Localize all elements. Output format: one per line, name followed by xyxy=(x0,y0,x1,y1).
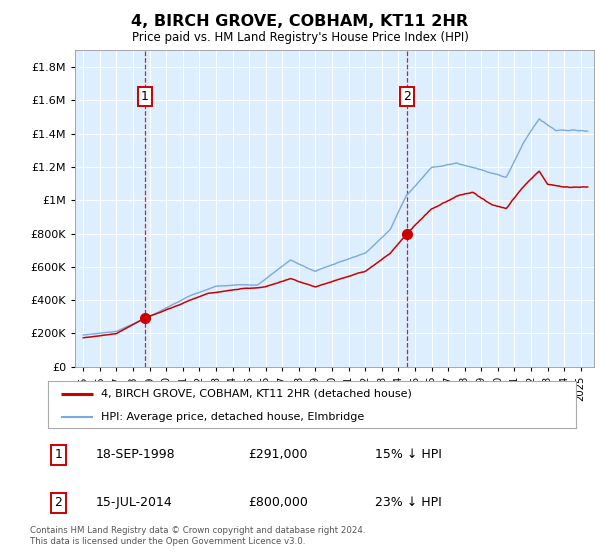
Text: 4, BIRCH GROVE, COBHAM, KT11 2HR (detached house): 4, BIRCH GROVE, COBHAM, KT11 2HR (detach… xyxy=(101,389,412,399)
Text: 23% ↓ HPI: 23% ↓ HPI xyxy=(376,497,442,510)
Text: 15-JUL-2014: 15-JUL-2014 xyxy=(95,497,172,510)
Text: 15% ↓ HPI: 15% ↓ HPI xyxy=(376,448,442,461)
Text: HPI: Average price, detached house, Elmbridge: HPI: Average price, detached house, Elmb… xyxy=(101,412,364,422)
Text: 4, BIRCH GROVE, COBHAM, KT11 2HR: 4, BIRCH GROVE, COBHAM, KT11 2HR xyxy=(131,14,469,29)
Text: Contains HM Land Registry data © Crown copyright and database right 2024.
This d: Contains HM Land Registry data © Crown c… xyxy=(30,526,365,546)
Text: £800,000: £800,000 xyxy=(248,497,308,510)
Text: 1: 1 xyxy=(55,448,62,461)
Text: Price paid vs. HM Land Registry's House Price Index (HPI): Price paid vs. HM Land Registry's House … xyxy=(131,31,469,44)
Text: 2: 2 xyxy=(55,497,62,510)
Text: 18-SEP-1998: 18-SEP-1998 xyxy=(95,448,175,461)
Text: 2: 2 xyxy=(403,90,411,103)
Text: £291,000: £291,000 xyxy=(248,448,308,461)
Text: 1: 1 xyxy=(141,90,149,103)
